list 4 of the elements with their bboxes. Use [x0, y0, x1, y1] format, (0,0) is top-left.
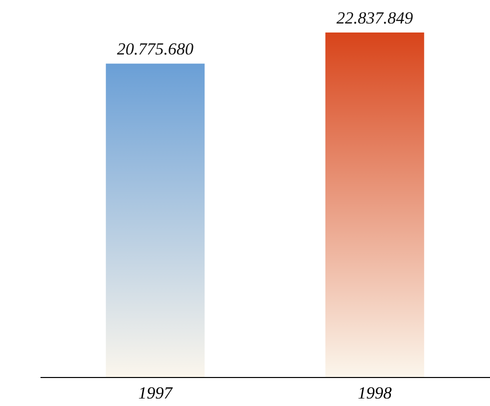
data-label: 22.837.849 [336, 8, 414, 28]
x-tick-label: 1997 [138, 384, 174, 402]
x-tick-label: 1998 [358, 384, 392, 402]
data-label: 20.775.680 [116, 40, 194, 59]
